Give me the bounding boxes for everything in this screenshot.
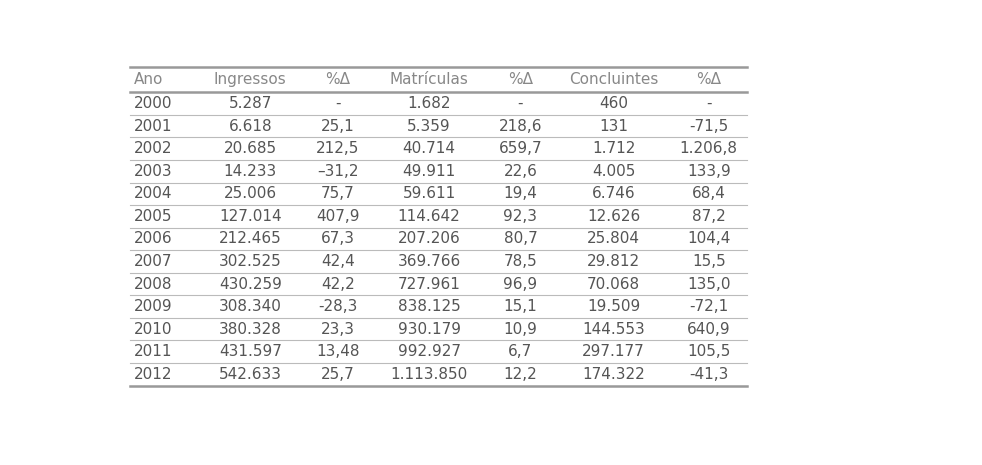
Text: 13,48: 13,48 [316, 344, 359, 359]
Text: 2011: 2011 [135, 344, 173, 359]
Text: 14.233: 14.233 [224, 164, 277, 179]
Text: Matrículas: Matrículas [390, 72, 468, 87]
Text: -28,3: -28,3 [318, 299, 357, 314]
Text: 930.179: 930.179 [398, 322, 461, 337]
Text: 25.006: 25.006 [224, 186, 277, 201]
Text: 10,9: 10,9 [504, 322, 537, 337]
Text: 135,0: 135,0 [687, 277, 731, 292]
Text: 218,6: 218,6 [499, 119, 542, 133]
Text: 59.611: 59.611 [403, 186, 456, 201]
Text: 19.509: 19.509 [587, 299, 640, 314]
Text: 19,4: 19,4 [504, 186, 537, 201]
Text: Ano: Ano [135, 72, 164, 87]
Text: 460: 460 [599, 96, 628, 111]
Text: 12,2: 12,2 [504, 367, 537, 382]
Text: 12.626: 12.626 [587, 209, 640, 224]
Text: 2007: 2007 [135, 254, 173, 269]
Text: -: - [706, 96, 712, 111]
Text: –31,2: –31,2 [317, 164, 358, 179]
Text: 80,7: 80,7 [504, 232, 537, 246]
Text: 1.712: 1.712 [592, 141, 635, 156]
Text: %Δ: %Δ [508, 72, 533, 87]
Text: -: - [335, 96, 341, 111]
Text: 2006: 2006 [135, 232, 173, 246]
Text: 15,5: 15,5 [692, 254, 726, 269]
Text: 127.014: 127.014 [219, 209, 282, 224]
Text: 70.068: 70.068 [587, 277, 640, 292]
Text: 114.642: 114.642 [398, 209, 461, 224]
Text: 369.766: 369.766 [398, 254, 461, 269]
Text: 2003: 2003 [135, 164, 173, 179]
Text: 92,3: 92,3 [504, 209, 537, 224]
Text: 659,7: 659,7 [499, 141, 542, 156]
Text: %Δ: %Δ [696, 72, 721, 87]
Text: 5.287: 5.287 [229, 96, 272, 111]
Text: 6.746: 6.746 [592, 186, 635, 201]
Text: 87,2: 87,2 [692, 209, 726, 224]
Text: 133,9: 133,9 [686, 164, 731, 179]
Text: 2002: 2002 [135, 141, 173, 156]
Text: Concluintes: Concluintes [569, 72, 658, 87]
Text: 297.177: 297.177 [582, 344, 645, 359]
Text: 380.328: 380.328 [219, 322, 282, 337]
Text: 5.359: 5.359 [408, 119, 451, 133]
Text: 67,3: 67,3 [321, 232, 355, 246]
Text: 96,9: 96,9 [504, 277, 537, 292]
Text: 1.682: 1.682 [408, 96, 451, 111]
Text: 727.961: 727.961 [398, 277, 461, 292]
Text: 2001: 2001 [135, 119, 173, 133]
Text: 407,9: 407,9 [316, 209, 359, 224]
Text: 144.553: 144.553 [582, 322, 645, 337]
Text: 2012: 2012 [135, 367, 173, 382]
Text: -: - [518, 96, 523, 111]
Text: 15,1: 15,1 [504, 299, 537, 314]
Text: -72,1: -72,1 [689, 299, 729, 314]
Text: Ingressos: Ingressos [214, 72, 287, 87]
Text: 431.597: 431.597 [219, 344, 282, 359]
Text: 25,7: 25,7 [321, 367, 355, 382]
Text: 6,7: 6,7 [509, 344, 532, 359]
Text: -41,3: -41,3 [689, 367, 729, 382]
Text: 174.322: 174.322 [582, 367, 645, 382]
Text: 23,3: 23,3 [321, 322, 355, 337]
Text: 4.005: 4.005 [592, 164, 635, 179]
Text: 992.927: 992.927 [398, 344, 461, 359]
Text: 207.206: 207.206 [398, 232, 461, 246]
Text: 42,4: 42,4 [321, 254, 355, 269]
Text: 75,7: 75,7 [321, 186, 355, 201]
Text: 6.618: 6.618 [229, 119, 272, 133]
Text: 2005: 2005 [135, 209, 173, 224]
Text: 302.525: 302.525 [219, 254, 282, 269]
Text: 640,9: 640,9 [687, 322, 731, 337]
Text: 49.911: 49.911 [403, 164, 456, 179]
Text: 40.714: 40.714 [403, 141, 456, 156]
Text: 104,4: 104,4 [687, 232, 731, 246]
Text: 25,1: 25,1 [321, 119, 355, 133]
Text: 430.259: 430.259 [219, 277, 282, 292]
Text: 838.125: 838.125 [398, 299, 461, 314]
Text: 542.633: 542.633 [219, 367, 282, 382]
Text: 22,6: 22,6 [504, 164, 537, 179]
Text: 20.685: 20.685 [224, 141, 277, 156]
Text: 105,5: 105,5 [687, 344, 731, 359]
Text: 212.465: 212.465 [219, 232, 282, 246]
Text: 68,4: 68,4 [692, 186, 726, 201]
Text: 1.113.850: 1.113.850 [391, 367, 467, 382]
Text: 29.812: 29.812 [587, 254, 640, 269]
Text: 2010: 2010 [135, 322, 173, 337]
Text: 2004: 2004 [135, 186, 173, 201]
Text: 308.340: 308.340 [219, 299, 282, 314]
Text: 78,5: 78,5 [504, 254, 537, 269]
Text: 131: 131 [599, 119, 628, 133]
Text: 1.206,8: 1.206,8 [680, 141, 737, 156]
Text: -71,5: -71,5 [689, 119, 729, 133]
Text: %Δ: %Δ [325, 72, 351, 87]
Text: 2000: 2000 [135, 96, 173, 111]
Text: 25.804: 25.804 [587, 232, 640, 246]
Text: 42,2: 42,2 [321, 277, 355, 292]
Text: 212,5: 212,5 [316, 141, 359, 156]
Text: 2009: 2009 [135, 299, 173, 314]
Text: 2008: 2008 [135, 277, 173, 292]
